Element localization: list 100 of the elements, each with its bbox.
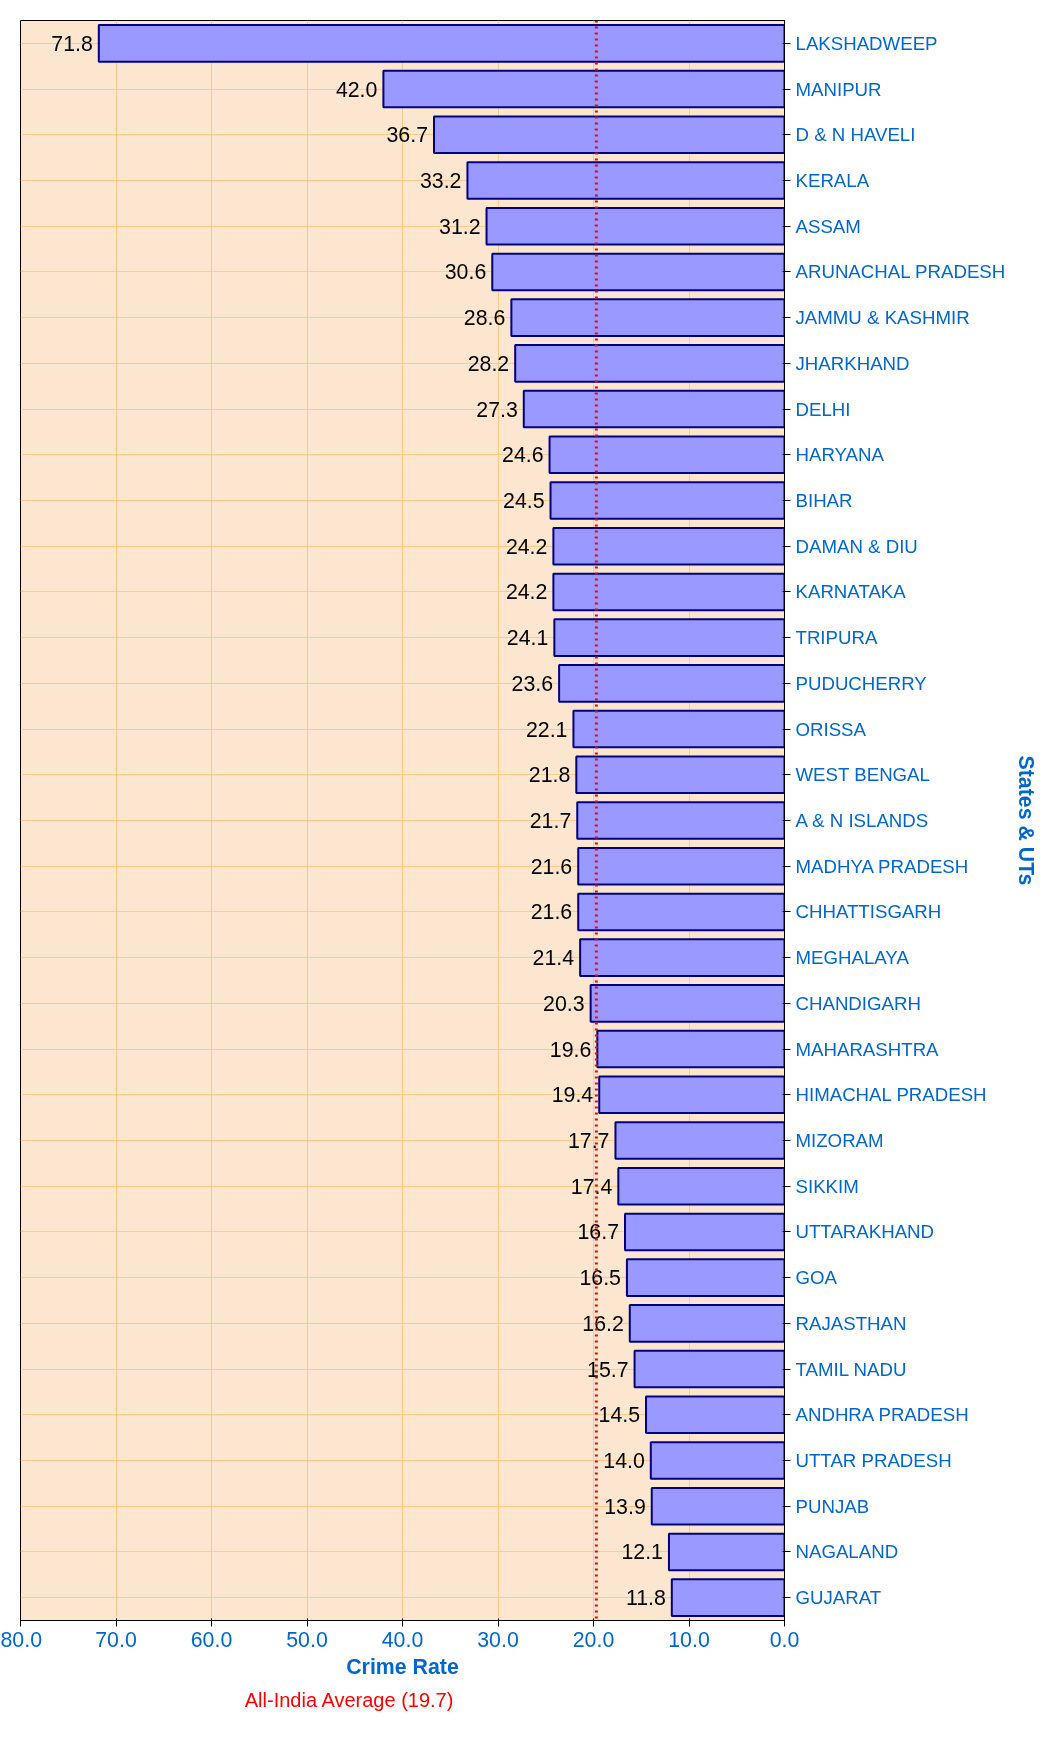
y-tick-label: MADHYA PRADESH (795, 855, 969, 877)
y-tick-label: GUJARAT (795, 1587, 882, 1609)
y-tick-label: A & N ISLANDS (795, 810, 929, 831)
y-tick-label: MAHARASHTRA (795, 1038, 940, 1060)
x-tick-label: 10.0 (668, 1627, 710, 1652)
bar (433, 115, 785, 155)
x-tick-label: 40.0 (381, 1627, 424, 1652)
x-tick-label: 60.0 (190, 1627, 233, 1652)
bar (598, 1075, 785, 1115)
bar (382, 69, 785, 109)
bar (617, 1166, 785, 1206)
y-tick-label: ARUNACHAL PRADESH (795, 261, 1006, 283)
y-tick-label: ORISSA (795, 718, 867, 740)
data-label: 14.5 (598, 1403, 641, 1428)
y-tick-label: WEST BENGAL (795, 764, 930, 786)
y-tick-label: MIZORAM (795, 1130, 884, 1151)
bar (558, 664, 785, 703)
bar (576, 801, 785, 840)
y-tick-label: LAKSHADWEEP (795, 32, 938, 54)
y-tick-label: PUDUCHERRY (795, 672, 928, 694)
y-tick-label: JAMMU & KASHMIR (795, 307, 970, 329)
bar (633, 1349, 785, 1389)
bar (649, 1441, 785, 1480)
y-axis-title: States & UTs (1013, 755, 1038, 886)
y-tick-label: GOA (795, 1267, 838, 1289)
y-tick-label: D & N HAVELI (795, 124, 916, 146)
bar (548, 435, 785, 475)
y-tick-label: KARNATAKA (795, 581, 907, 603)
bar (466, 161, 785, 200)
bar (510, 298, 785, 337)
y-tick-label: UTTAR PRADESH (795, 1450, 952, 1471)
y-tick-label: TRIPURA (795, 627, 878, 649)
x-tick-label: 80.0 (0, 1627, 43, 1652)
data-label: 17.7 (567, 1129, 610, 1153)
data-label: 71.8 (51, 31, 93, 56)
x-tick-label: 0.0 (769, 1627, 800, 1652)
y-tick-label: MANIPUR (795, 78, 882, 100)
x-tick-label: 50.0 (286, 1627, 328, 1652)
bar (522, 389, 785, 429)
y-tick-label: ANDHRA PRADESH (795, 1404, 969, 1426)
bar (572, 709, 785, 749)
bar (596, 1029, 785, 1069)
y-tick-label: CHANDIGARH (795, 992, 921, 1014)
x-axis-title: Crime Rate (346, 1654, 459, 1679)
bar (667, 1532, 785, 1572)
bar (575, 755, 785, 795)
bar (552, 526, 785, 566)
data-label: 12.1 (621, 1540, 663, 1565)
y-tick-label: SIKKIM (795, 1175, 859, 1197)
data-label: 24.5 (503, 489, 545, 513)
bar (97, 24, 785, 63)
data-label: 27.3 (476, 397, 518, 422)
data-label: 16.2 (582, 1311, 624, 1336)
data-label: 16.5 (579, 1266, 621, 1291)
data-label: 16.7 (577, 1220, 620, 1245)
bar (577, 846, 785, 886)
y-tick-label: KERALA (795, 170, 870, 191)
bar (628, 1304, 785, 1343)
data-label: 21.4 (532, 946, 575, 971)
data-label: 21.7 (529, 809, 572, 833)
bar (549, 481, 785, 520)
bar (650, 1486, 785, 1526)
data-label: 13.9 (604, 1494, 646, 1519)
bar (645, 1395, 785, 1435)
bar (624, 1212, 785, 1252)
y-tick-label: DAMAN & DIU (795, 535, 918, 557)
data-label: 24.1 (506, 626, 549, 651)
x-tick-label: 30.0 (477, 1627, 519, 1652)
data-label: 42.0 (335, 77, 378, 102)
data-label: 28.2 (467, 351, 510, 376)
data-label: 20.3 (543, 991, 585, 1016)
y-tick-label: BIHAR (795, 490, 853, 511)
y-tick-label: HIMACHAL PRADESH (795, 1084, 987, 1106)
data-label: 28.6 (463, 306, 506, 331)
data-label: 19.4 (551, 1083, 594, 1108)
data-label: 36.7 (386, 123, 429, 148)
data-label: 24.6 (502, 443, 544, 468)
data-label: 11.8 (625, 1586, 666, 1611)
y-tick-label: TAMIL NADU (795, 1358, 907, 1380)
data-label: 24.2 (505, 534, 548, 559)
data-label: 19.6 (549, 1037, 592, 1062)
y-tick-label: ASSAM (795, 215, 861, 237)
bar (670, 1578, 785, 1617)
y-tick-label: DELHI (795, 398, 851, 420)
bar (614, 1121, 785, 1160)
data-label: 14.0 (603, 1449, 645, 1473)
data-label: 33.2 (419, 169, 462, 193)
y-tick-label: UTTARAKHAND (795, 1221, 935, 1243)
data-label: 17.4 (570, 1174, 613, 1199)
data-label: 15.7 (587, 1357, 629, 1382)
data-label: 31.2 (439, 214, 481, 239)
bar (514, 344, 785, 383)
ref-line-label: All-India Average (19.7) (244, 1688, 454, 1711)
x-tick-label: 20.0 (572, 1627, 615, 1652)
y-tick-label: NAGALAND (795, 1541, 899, 1563)
bar (553, 618, 785, 657)
bar (577, 892, 785, 932)
data-label: 21.6 (530, 900, 573, 925)
data-label: 24.2 (505, 580, 548, 605)
data-label: 21.8 (528, 763, 571, 788)
